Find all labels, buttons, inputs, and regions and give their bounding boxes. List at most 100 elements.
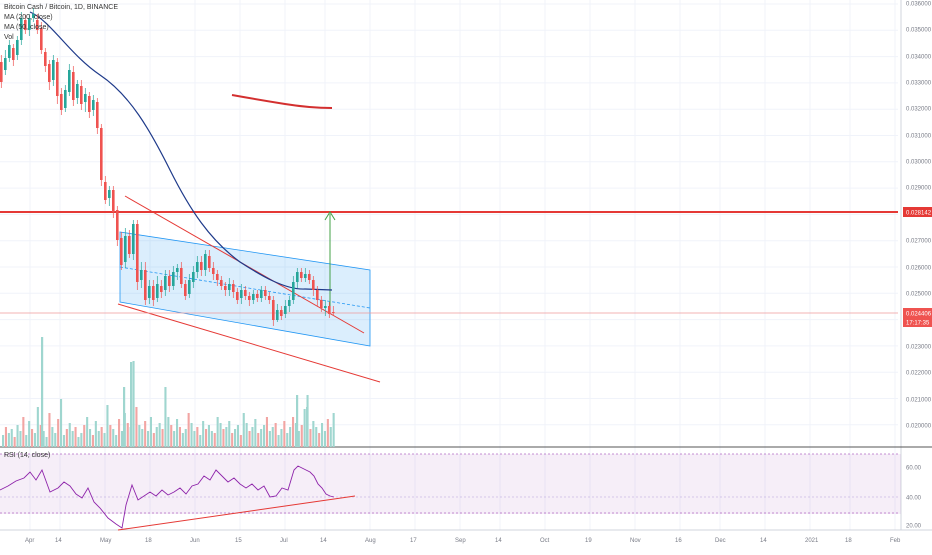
volume-bar <box>323 431 326 447</box>
volume-bar <box>309 429 312 447</box>
volume-bar <box>257 433 260 447</box>
volume-bar <box>135 407 138 447</box>
candle-body <box>116 210 119 240</box>
volume-bar <box>123 387 126 447</box>
volume-bar <box>274 423 277 447</box>
volume-bar <box>306 407 309 447</box>
volume-bar <box>94 421 97 447</box>
candle-body <box>72 72 75 100</box>
candle-body <box>60 94 63 110</box>
volume-bar <box>19 431 22 447</box>
candle-body <box>100 128 103 180</box>
volume-bar <box>239 435 242 447</box>
volume-bar <box>321 423 324 447</box>
volume-bar <box>100 427 103 447</box>
candle-body <box>212 268 215 274</box>
candle-body <box>16 40 19 55</box>
price-tick-label: 0.020000 <box>906 424 932 430</box>
volume-bar <box>71 431 74 447</box>
candle-body <box>120 238 123 265</box>
price-tick-label: 0.022000 <box>906 371 932 377</box>
volume-bar <box>167 417 170 447</box>
candle-body <box>244 290 247 296</box>
volume-bar <box>161 429 164 447</box>
volume-bar <box>25 435 28 447</box>
volume-bar <box>315 427 318 447</box>
candle-body <box>296 272 299 282</box>
volume-bar <box>155 427 158 447</box>
volume-bar <box>118 419 121 447</box>
volume-bar <box>22 417 25 447</box>
candle-body <box>288 300 291 306</box>
time-tick-label: Oct <box>540 538 550 544</box>
rsi-trendline <box>117 495 356 531</box>
volume-bar <box>228 421 231 447</box>
candle-body <box>176 268 179 272</box>
candle-body <box>28 18 31 30</box>
candle-body <box>192 272 195 282</box>
candle-body <box>208 256 211 268</box>
price-marker-box <box>903 308 932 318</box>
time-tick-label: 16 <box>675 538 682 544</box>
volume-bar <box>248 431 251 447</box>
time-tick-label: Aug <box>365 538 376 544</box>
price-marker-box <box>903 317 932 327</box>
volume-bar <box>294 423 297 447</box>
candle-body <box>264 290 267 296</box>
volume-bar <box>83 425 86 447</box>
candle-body <box>76 84 79 98</box>
volume-bar <box>251 427 254 447</box>
candle-body <box>292 282 295 300</box>
candle-body <box>168 276 171 286</box>
volume-bar <box>144 421 147 447</box>
volume-bar <box>292 417 295 447</box>
volume-bar <box>89 429 92 447</box>
legend-symbol: Bitcoin Cash / Bitcoin, 1D, BINANCE <box>4 4 118 11</box>
price-tick-label: 0.026000 <box>906 266 932 272</box>
volume-bar <box>60 399 63 447</box>
volume-bar <box>280 429 283 447</box>
candle-body <box>300 272 303 278</box>
time-tick-label: 2021 <box>805 538 819 544</box>
candle-body <box>128 236 131 254</box>
candle-body <box>316 290 319 300</box>
candle-body <box>284 306 287 314</box>
volume-bar <box>236 425 239 447</box>
price-tick-label: 0.029000 <box>906 186 932 192</box>
candle-body <box>104 182 107 200</box>
volume-bar <box>219 423 222 447</box>
candle-body <box>332 312 335 313</box>
candle-body <box>132 224 135 254</box>
price-marker-label: 17:17:35 <box>906 321 930 327</box>
candle-body <box>64 90 67 108</box>
volume-bar <box>178 427 181 447</box>
price-tick-label: 0.036000 <box>906 2 932 8</box>
volume-bar <box>196 427 199 447</box>
candle-body <box>156 284 159 298</box>
rsi-legend: RSI (14, close) <box>4 452 51 459</box>
volume-bar <box>62 435 65 447</box>
target-arrow-head <box>324 211 336 221</box>
volume-bar <box>54 433 57 447</box>
rsi-line <box>0 465 335 529</box>
volume-bar <box>318 433 321 447</box>
volume-bar <box>77 437 80 447</box>
volume-bar <box>80 433 83 447</box>
candle-body <box>220 280 223 286</box>
wedge-lower-line <box>117 303 381 383</box>
volume-bar <box>187 413 190 447</box>
volume-bar <box>205 429 208 447</box>
volume-bar <box>130 362 133 447</box>
volume-bar <box>300 425 303 447</box>
price-marker-label: 0.024406 <box>906 312 932 318</box>
candle-body <box>152 286 155 300</box>
volume-bar <box>184 429 187 447</box>
volume-bar <box>149 417 152 447</box>
rsi-tick-label: 60.00 <box>906 466 922 472</box>
candle-body <box>228 284 231 290</box>
candle-body <box>20 18 23 40</box>
volume-bar <box>109 425 112 447</box>
candle-body <box>32 14 35 18</box>
